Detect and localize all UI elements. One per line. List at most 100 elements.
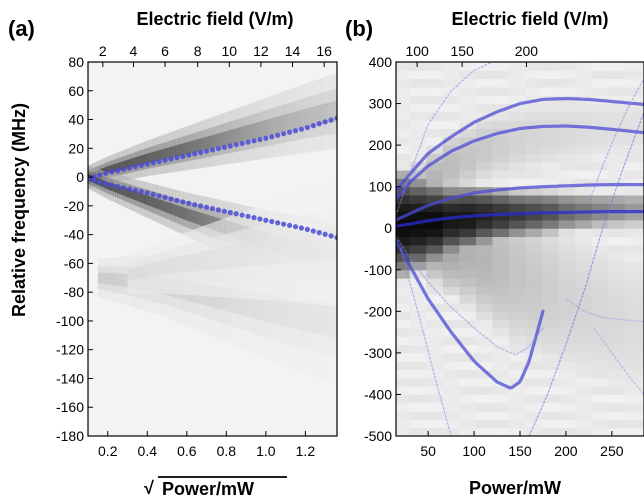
- heatmap-cell: [525, 161, 543, 171]
- heatmap-cell: [508, 70, 527, 80]
- heatmap-cell: [575, 402, 593, 412]
- heatmap-cell: [144, 154, 147, 164]
- heatmap-cell: [475, 319, 493, 329]
- heatmap-cell: [624, 219, 644, 229]
- heatmap-cell: [608, 95, 626, 105]
- heatmap-cell: [310, 230, 313, 262]
- top-tick-label: 12: [253, 43, 269, 59]
- heatmap-column: [459, 62, 477, 436]
- fit-point: [180, 199, 186, 205]
- heatmap-cell: [396, 419, 411, 429]
- heatmap-cell: [624, 303, 644, 312]
- heatmap-cell: [212, 134, 215, 149]
- heatmap-cell: [313, 300, 316, 334]
- heatmap-cell: [459, 194, 477, 204]
- heatmap-cell: [209, 249, 212, 270]
- heatmap-cell: [508, 178, 527, 188]
- fit-point: [257, 216, 263, 222]
- heatmap-cell: [542, 386, 560, 395]
- heatmap-cell: [525, 203, 543, 213]
- heatmap-cell: [442, 294, 460, 304]
- heatmap-cell: [204, 251, 207, 271]
- heatmap-cell: [162, 259, 165, 275]
- heatmap-cell: [558, 178, 576, 188]
- heatmap-cell: [525, 86, 543, 96]
- heatmap-column: [442, 62, 460, 436]
- heatmap-cell: [475, 352, 493, 362]
- heatmap-cell: [492, 344, 510, 354]
- heatmap-cell: [302, 231, 305, 263]
- fit-point: [162, 194, 168, 201]
- fit-point: [328, 117, 334, 123]
- heatmap-cell: [261, 239, 265, 266]
- x-tick-label: 250: [600, 443, 624, 459]
- heatmap-cell: [442, 394, 460, 404]
- y-tick-label: -200: [364, 303, 392, 319]
- fit-point: [156, 193, 162, 199]
- heatmap-cell: [409, 311, 427, 321]
- heatmap-cell: [459, 244, 477, 254]
- heatmap-cell: [558, 219, 576, 229]
- fit-point: [227, 143, 233, 149]
- heatmap-cell: [426, 327, 444, 337]
- heatmap-cell: [459, 286, 477, 296]
- heatmap-cell: [558, 228, 576, 238]
- top-tick-label: 16: [316, 43, 332, 59]
- heatmap-cell: [328, 102, 332, 123]
- heatmap-cell: [318, 105, 321, 125]
- heatmap-cell: [591, 402, 609, 412]
- heatmap-cell: [185, 208, 188, 221]
- panel-b-top-ticks: 100 150 200: [405, 43, 538, 67]
- heatmap-cell: [426, 211, 444, 221]
- heatmap-cell: [608, 244, 626, 254]
- heatmap-cell: [426, 336, 444, 346]
- heatmap-cell: [133, 157, 137, 167]
- heatmap-cell: [396, 86, 411, 96]
- heatmap-cell: [267, 294, 270, 323]
- fit-point: [239, 140, 245, 147]
- heatmap-cell: [218, 132, 222, 147]
- heatmap-cell: [117, 273, 121, 287]
- heatmap-cell: [591, 311, 609, 321]
- heatmap-cell: [608, 236, 626, 246]
- heatmap-cell: [542, 394, 560, 404]
- heatmap-cell: [459, 377, 477, 387]
- heatmap-cell: [508, 278, 527, 287]
- heatmap-cell: [624, 386, 644, 395]
- heatmap-cell: [172, 257, 176, 274]
- heatmap-cell: [249, 241, 252, 267]
- heatmap-cell: [442, 311, 460, 321]
- heatmap-cell: [542, 286, 560, 296]
- heatmap-cell: [237, 244, 240, 268]
- heatmap-cell: [459, 427, 477, 436]
- heatmap-cell: [608, 203, 626, 213]
- heatmap-cell: [558, 411, 576, 420]
- heatmap-cell: [151, 262, 155, 277]
- heatmap-cell: [624, 95, 644, 105]
- heatmap-cell: [183, 142, 186, 155]
- heatmap-cell: [575, 136, 593, 146]
- heatmap-cell: [525, 411, 543, 420]
- heatmap-cell: [542, 228, 560, 238]
- heatmap-cell: [200, 138, 203, 152]
- heatmap-cell: [396, 278, 411, 287]
- heatmap-cell: [426, 319, 444, 329]
- heatmap-cell: [119, 186, 122, 195]
- heatmap-cell: [328, 227, 331, 261]
- heatmap-cell: [475, 311, 493, 321]
- heatmap-cell: [146, 264, 149, 277]
- heatmap-cell: [624, 269, 644, 279]
- heatmap-cell: [492, 327, 510, 337]
- heatmap-cell: [270, 118, 274, 136]
- heatmap-cell: [276, 116, 280, 134]
- fit-series-dots: [88, 175, 337, 241]
- heatmap-cell: [310, 107, 313, 127]
- heatmap-cell: [525, 170, 543, 179]
- heatmap-cell: [624, 244, 644, 254]
- heatmap-cell: [227, 288, 230, 312]
- heatmap-cell: [591, 319, 609, 329]
- heatmap-cell: [281, 297, 284, 327]
- heatmap-cell: [175, 204, 178, 217]
- heatmap-cell: [591, 327, 609, 337]
- heatmap-cell: [291, 233, 294, 263]
